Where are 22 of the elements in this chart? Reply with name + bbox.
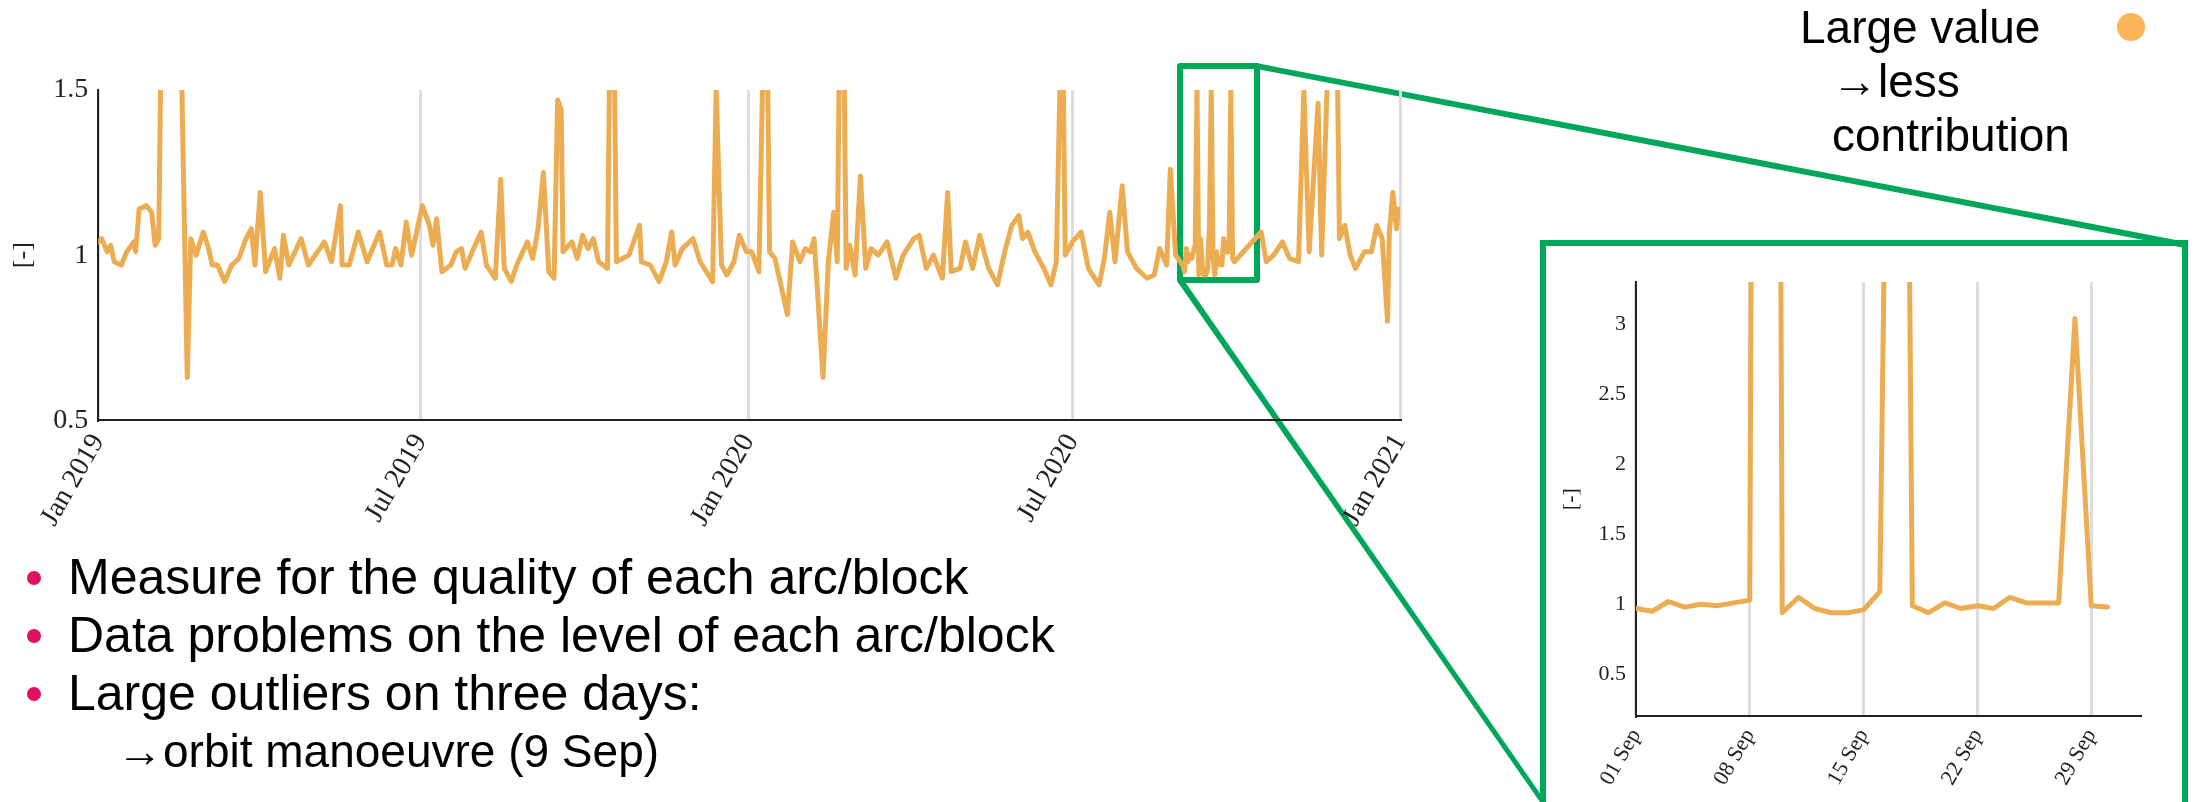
text: →less contribution xyxy=(1831,54,2071,162)
y-axis-title: [-] xyxy=(1556,488,1582,511)
y-tick-label: 0.5 xyxy=(53,402,89,434)
text: Large outliers on three days: xyxy=(67,664,703,722)
text: →orbit manoeuvre (9 Sep) xyxy=(116,724,661,779)
y-tick-label: 2.5 xyxy=(1598,379,1626,405)
y-tick-label: 2 xyxy=(1614,449,1626,475)
y-tick-label: 3 xyxy=(1614,309,1626,335)
y-tick-label: 1 xyxy=(1614,590,1626,616)
x-tick-label: 08 Sep xyxy=(1707,723,1760,789)
x-tick-label: 29 Sep xyxy=(2048,723,2101,789)
x-tick-label: 22 Sep xyxy=(1934,723,1987,789)
x-tick-label: 15 Sep xyxy=(1821,723,1873,789)
y-tick-label: 1.5 xyxy=(53,72,89,104)
x-tick-label: 01 Sep xyxy=(1593,723,1646,789)
y-axis-title: [-] xyxy=(7,242,37,269)
text: Data problems on the level of each arc/block xyxy=(67,606,1055,664)
text: Measure for the quality of each arc/block xyxy=(67,548,970,606)
y-tick-label: 0.5 xyxy=(1598,660,1626,686)
y-tick-label: 1.5 xyxy=(1598,520,1626,546)
text: Large value xyxy=(1800,0,2042,54)
y-tick-label: 1 xyxy=(74,237,89,269)
